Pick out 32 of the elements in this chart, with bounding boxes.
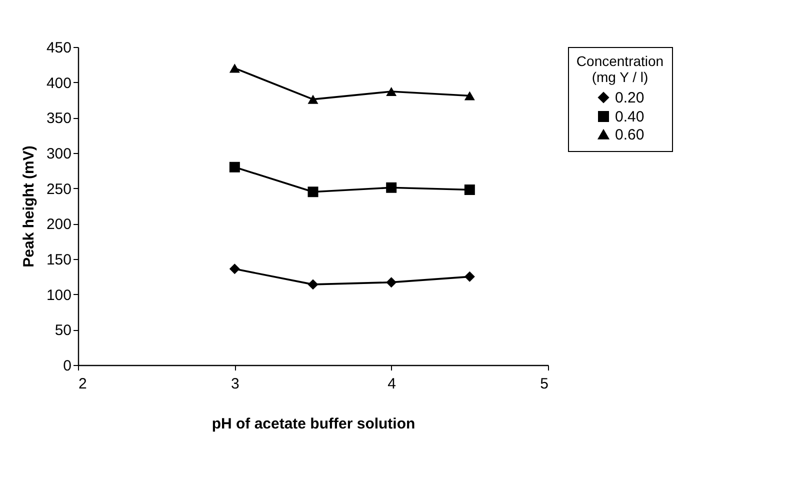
y-tick-label: 400: [46, 74, 72, 92]
y-tick-label: 450: [46, 40, 72, 56]
y-tick-label: 200: [46, 216, 72, 234]
x-tick-label: 4: [388, 376, 396, 392]
point: [464, 91, 475, 100]
y-tick-label: 150: [46, 252, 72, 268]
legend-label: 0.60: [615, 126, 644, 144]
legend-label: 0.20: [615, 90, 644, 106]
y-tick-label: 300: [46, 146, 72, 162]
legend-label: 0.40: [615, 108, 644, 126]
point: [386, 277, 397, 288]
point: [229, 64, 240, 73]
x-axis-title: pH of acetate buffer solution: [212, 416, 416, 432]
y-tick-label: 0: [63, 358, 72, 374]
legend-title: Concentration (mg Y / l): [576, 53, 664, 85]
point: [386, 182, 397, 193]
point: [386, 86, 397, 96]
y-tick-label: 250: [46, 180, 72, 198]
point: [308, 279, 318, 290]
point: [308, 94, 318, 104]
point: [308, 186, 318, 198]
point: [464, 184, 475, 195]
y-axis-title: Peak height (mV): [20, 146, 38, 268]
point: [229, 264, 240, 274]
point: [229, 162, 240, 172]
x-tick-label: 5: [540, 376, 548, 392]
y-tick-label: 100: [46, 286, 72, 304]
x-tick-label: 2: [78, 376, 87, 392]
point: [464, 271, 475, 282]
x-tick-label: 3: [230, 376, 240, 392]
y-tick-label: 350: [46, 110, 72, 128]
y-tick-label: 50: [54, 322, 72, 340]
